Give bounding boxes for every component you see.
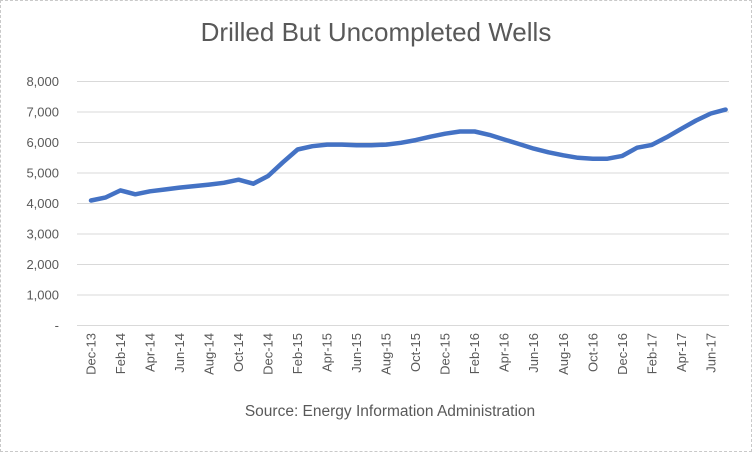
x-axis-tick-label: Feb-16 xyxy=(467,333,482,374)
chart-title: Drilled But Uncompleted Wells xyxy=(200,17,552,47)
y-axis-tick-label: 8,000 xyxy=(26,74,59,89)
data-series-line xyxy=(88,107,728,203)
x-axis-tick-label: Dec-14 xyxy=(261,333,276,375)
x-axis-tick-label: Oct-14 xyxy=(231,333,246,372)
x-axis-tick-label: Feb-14 xyxy=(113,333,128,374)
x-axis-tick-label: Jun-16 xyxy=(526,333,541,373)
x-axis-tick-label: Apr-14 xyxy=(143,333,158,372)
x-axis-tick-label: Apr-15 xyxy=(320,333,335,372)
x-axis-tick-label: Oct-16 xyxy=(585,333,600,372)
y-axis-tick-label: - xyxy=(55,318,59,333)
x-axis-tick-label: Apr-16 xyxy=(497,333,512,372)
x-axis-tick-label: Dec-13 xyxy=(84,333,99,375)
y-axis-tick-label: 3,000 xyxy=(26,227,59,242)
y-axis-tick-label: 7,000 xyxy=(26,105,59,120)
x-axis-tick-label: Dec-15 xyxy=(438,333,453,375)
x-axis-tick-label: Jun-15 xyxy=(349,333,364,373)
y-axis-tick-label: 1,000 xyxy=(26,288,59,303)
x-axis-tick-label: Jun-14 xyxy=(172,333,187,373)
source-note: Source: Energy Information Administratio… xyxy=(244,403,536,420)
y-axis-tick-label: 2,000 xyxy=(26,257,59,272)
x-axis-tick-label: Oct-15 xyxy=(408,333,423,372)
y-axis-tick-label: 5,000 xyxy=(26,166,59,181)
x-axis-tick-label: Aug-15 xyxy=(379,333,394,375)
x-axis-tick-label: Jun-17 xyxy=(703,333,718,373)
x-axis-tick-label: Aug-16 xyxy=(556,333,571,375)
x-axis-tick-label: Dec-16 xyxy=(615,333,630,375)
x-axis-tick-label: Aug-14 xyxy=(202,333,217,375)
x-axis-tick-label: Feb-17 xyxy=(644,333,659,374)
y-axis-tick-label: 6,000 xyxy=(26,135,59,150)
x-axis-tick-label: Feb-15 xyxy=(290,333,305,374)
y-axis-tick-label: 4,000 xyxy=(26,196,59,211)
x-axis-tick-label: Apr-17 xyxy=(674,333,689,372)
